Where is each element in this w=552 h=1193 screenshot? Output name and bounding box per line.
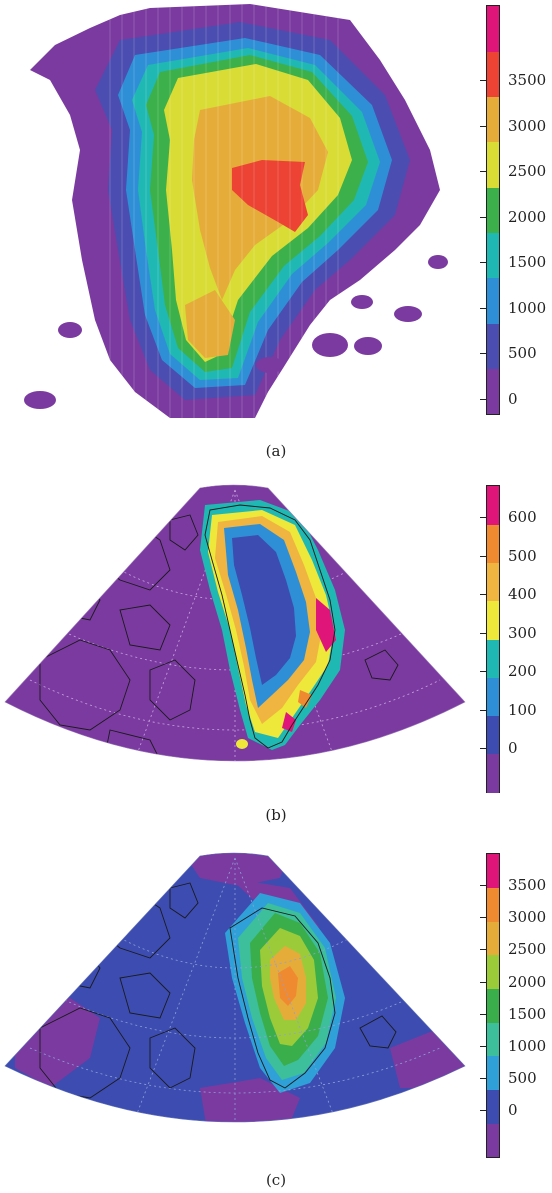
- colorbar-tick: [480, 125, 486, 127]
- colorbar-segment: [487, 677, 499, 716]
- colorbar-tick-label: 100: [508, 700, 537, 719]
- colorbar-segment: [487, 278, 499, 324]
- colorbar-segment: [487, 715, 499, 755]
- colorbar-segment: [487, 51, 499, 98]
- colorbar-tick-label: 1000: [508, 1037, 547, 1055]
- colorbar-tick-label: 200: [508, 662, 537, 680]
- colorbar-a: [486, 5, 500, 415]
- colorbar-tick: [480, 981, 486, 983]
- colorbar-tick: [480, 353, 486, 354]
- colorbar-segment: [487, 1022, 499, 1057]
- colorbar-tick-label: 2500: [508, 162, 547, 180]
- colorbar-tick: [480, 171, 486, 172]
- colorbar-tick: [480, 917, 486, 919]
- colorbar-b: [486, 485, 500, 793]
- colorbar-tick: [480, 949, 486, 951]
- colorbar-segment: [487, 6, 499, 52]
- colorbar-segment: [487, 887, 499, 922]
- colorbar-segment: [487, 854, 499, 889]
- colorbar-segment: [487, 600, 499, 640]
- colorbar-tick: [480, 1110, 486, 1112]
- colorbar-tick: [480, 709, 486, 711]
- colorbar-tick: [480, 1046, 486, 1047]
- colorbar-c: [486, 853, 500, 1158]
- colorbar-segment: [487, 323, 499, 370]
- colorbar-tick: [480, 885, 486, 886]
- colorbar-tick-label: 300: [508, 623, 537, 642]
- colorbar-tick-label: 1000: [508, 298, 547, 317]
- colorbar-tick: [480, 632, 486, 634]
- colorbar-segment: [487, 1056, 499, 1091]
- colorbar-segment: [487, 955, 499, 990]
- colorbar-tick-label: 500: [508, 546, 537, 565]
- colorbar-segment: [487, 368, 499, 415]
- colorbar-tick-label: 1500: [508, 1004, 547, 1023]
- colorbar-tick-label: 3000: [508, 116, 547, 135]
- map-b-ice-thickness: [4, 484, 466, 762]
- colorbar-tick: [480, 671, 486, 672]
- caption-b: (b): [265, 806, 287, 824]
- colorbar-segment: [487, 753, 499, 793]
- colorbar-tick: [480, 307, 486, 309]
- colorbar-tick: [480, 594, 486, 595]
- map-a-elevation-grid: [24, 4, 448, 418]
- colorbar-tick-label: 400: [508, 585, 537, 603]
- colorbar-segment: [487, 988, 499, 1023]
- colorbar-segment: [487, 486, 499, 525]
- colorbar-segment: [487, 1123, 499, 1158]
- colorbar-tick: [480, 398, 486, 400]
- caption-c: (c): [265, 1171, 287, 1189]
- colorbar-tick-label: 0: [508, 739, 518, 757]
- colorbar-tick-label: 600: [508, 508, 537, 526]
- colorbar-tick: [480, 262, 486, 263]
- colorbar-tick: [480, 748, 486, 749]
- colorbar-segment: [487, 142, 499, 188]
- colorbar-tick: [480, 1078, 486, 1080]
- colorbar-segment: [487, 187, 499, 234]
- colorbar-tick-label: 3500: [508, 71, 547, 89]
- colorbar-tick-label: 2000: [508, 207, 547, 226]
- colorbar-tick-label: 1500: [508, 253, 547, 271]
- colorbar-tick-label: 500: [508, 344, 537, 362]
- colorbar-tick: [480, 555, 486, 557]
- caption-a: (a): [265, 442, 287, 460]
- colorbar-tick-label: 2000: [508, 972, 547, 991]
- colorbar-segment: [487, 96, 499, 143]
- colorbar-tick-label: 3000: [508, 908, 547, 927]
- panel-c: (c) 3500 3000 2500 2000 1500 1000 500 0: [0, 848, 552, 1193]
- colorbar-segment: [487, 921, 499, 956]
- colorbar-tick-label: 0: [508, 389, 518, 408]
- colorbar-segment: [487, 562, 499, 602]
- colorbar-segment: [487, 639, 499, 678]
- colorbar-tick-label: 0: [508, 1101, 518, 1120]
- panel-b: (b) 600 500 400 300 200 100 0: [0, 480, 552, 840]
- colorbar-segment: [487, 232, 499, 279]
- panel-a: (a) 3500 3000 2500 2000 1500 1000 500 0: [0, 0, 552, 470]
- colorbar-segment: [487, 524, 499, 563]
- colorbar-segment: [487, 1089, 499, 1124]
- colorbar-tick: [480, 216, 486, 218]
- colorbar-tick: [480, 517, 486, 518]
- colorbar-tick-label: 2500: [508, 940, 547, 959]
- map-c-model-elevation: [4, 852, 466, 1123]
- colorbar-tick-label: 500: [508, 1069, 537, 1088]
- colorbar-tick-label: 3500: [508, 876, 547, 894]
- colorbar-tick: [480, 1013, 486, 1015]
- colorbar-tick: [480, 80, 486, 81]
